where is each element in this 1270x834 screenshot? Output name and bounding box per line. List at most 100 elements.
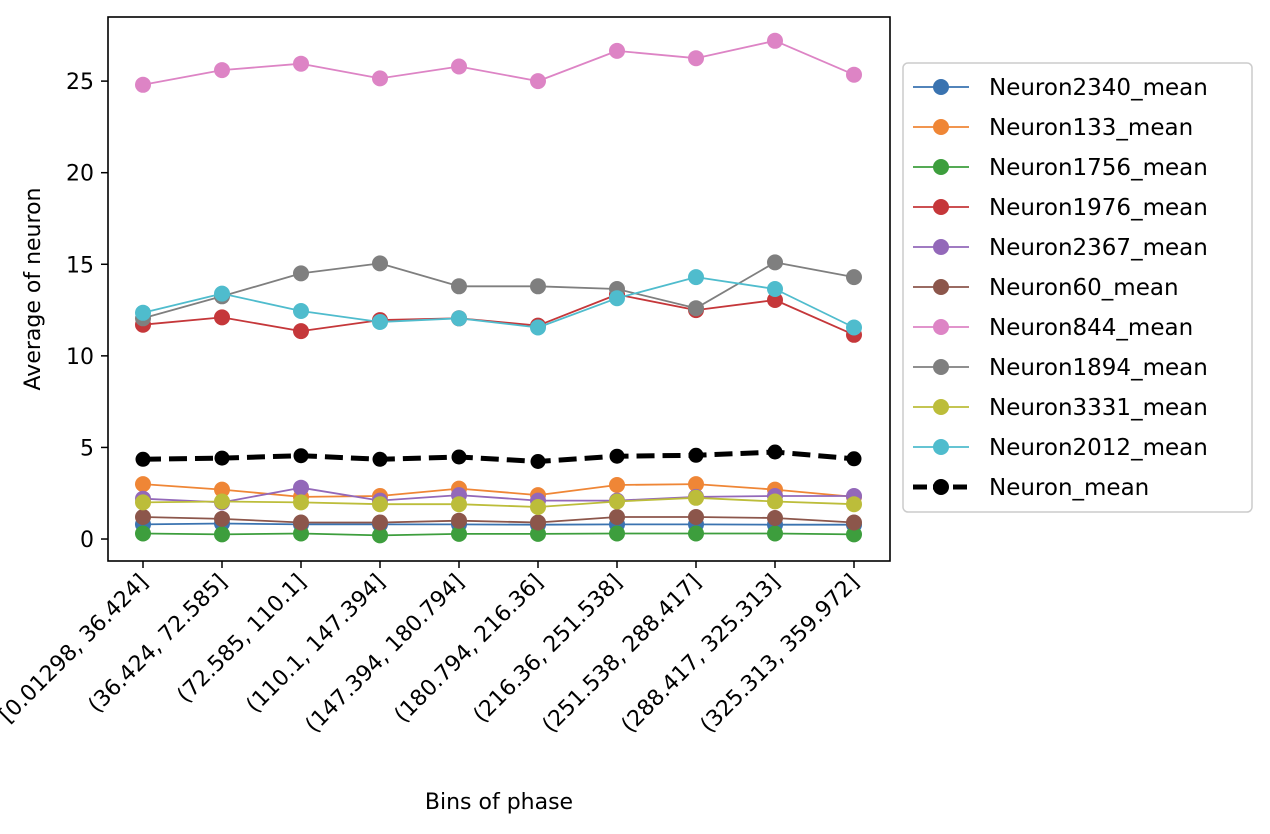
- legend-frame: [902, 62, 1253, 513]
- data-point: [214, 493, 230, 510]
- data-point: [846, 319, 862, 336]
- data-point: [767, 525, 783, 542]
- legend-label: Neuron2340_mean: [989, 75, 1208, 101]
- legend-marker: [933, 119, 949, 135]
- data-point: [767, 444, 783, 460]
- data-point: [609, 493, 625, 510]
- legend-item: Neuron2012_mean: [913, 435, 1208, 461]
- data-point: [688, 525, 704, 542]
- data-point: [688, 269, 704, 286]
- legend-marker: [933, 279, 949, 295]
- data-point: [214, 526, 230, 543]
- data-point: [135, 451, 151, 467]
- data-point: [451, 449, 467, 465]
- data-point: [609, 42, 625, 59]
- data-point: [451, 58, 467, 75]
- x-tick-label: (251.538, 288.417]: [538, 570, 706, 738]
- series-line: [142, 483, 855, 498]
- legend-label: Neuron3331_mean: [989, 395, 1208, 421]
- legend-item: Neuron133_mean: [913, 115, 1193, 141]
- legend-marker: [933, 399, 949, 415]
- x-tick-label: (180.794, 216.36]: [390, 570, 548, 728]
- legend-marker: [933, 359, 949, 375]
- y-tick-label: 20: [66, 162, 94, 187]
- x-tick-label: (288.417, 325.313]: [617, 570, 785, 738]
- data-point: [135, 494, 151, 511]
- plot-area-frame: [107, 16, 891, 562]
- data-point: [135, 304, 151, 321]
- series-line: [142, 532, 855, 537]
- series-Neuron844_mean: [135, 32, 862, 93]
- data-point: [135, 76, 151, 93]
- legend-marker: [933, 79, 949, 95]
- legend-item: Neuron1894_mean: [913, 355, 1208, 381]
- legend-item: Neuron844_mean: [913, 315, 1193, 341]
- legend-marker: [933, 439, 949, 455]
- data-point: [609, 290, 625, 307]
- data-point: [688, 489, 704, 506]
- data-point: [688, 476, 704, 493]
- data-point: [293, 303, 309, 319]
- series-Neuron_mean: [135, 444, 862, 469]
- legend-label: Neuron1756_mean: [989, 155, 1208, 181]
- data-point: [372, 314, 388, 330]
- data-point: [530, 514, 546, 531]
- legend-item: Neuron1756_mean: [913, 155, 1208, 181]
- legend-marker: [933, 479, 949, 495]
- data-point: [846, 451, 862, 467]
- series-Neuron1894_mean: [135, 254, 862, 327]
- data-point: [372, 514, 388, 531]
- series-line: [142, 522, 854, 526]
- legend-marker: [933, 199, 949, 215]
- series-Neuron60_mean: [135, 509, 862, 531]
- data-point: [214, 285, 230, 302]
- data-point: [688, 447, 704, 463]
- data-point: [451, 310, 467, 327]
- legend-label: Neuron1976_mean: [989, 195, 1208, 221]
- legend-item: Neuron3331_mean: [913, 395, 1208, 421]
- series-line: [142, 486, 854, 504]
- series-line: [142, 293, 855, 336]
- data-point: [293, 55, 309, 72]
- y-tick-label: 15: [66, 253, 94, 278]
- x-tick-label: [0.01298, 36.424]: [0, 570, 153, 728]
- x-tick-label: (325.313, 359.972]: [696, 570, 864, 738]
- data-point: [214, 450, 230, 466]
- y-tick-label: 10: [66, 345, 94, 370]
- x-tick-label: (216.36, 251.538]: [469, 570, 627, 728]
- series-Neuron1976_mean: [135, 286, 862, 343]
- legend-item: Neuron2340_mean: [913, 75, 1208, 101]
- legend-item: Neuron1976_mean: [913, 195, 1208, 221]
- data-point: [293, 323, 309, 340]
- data-point: [451, 512, 467, 529]
- legend-label: Neuron844_mean: [989, 315, 1193, 341]
- data-point: [451, 496, 467, 513]
- series-line: [142, 261, 855, 320]
- data-point: [451, 278, 467, 295]
- data-point: [688, 300, 704, 317]
- data-point: [530, 319, 546, 336]
- data-point: [214, 510, 230, 527]
- data-point: [293, 479, 309, 496]
- legend-label: Neuron_mean: [989, 475, 1149, 501]
- data-point: [767, 32, 783, 49]
- data-point: [767, 281, 783, 297]
- x-tick-label: (147.394, 180.794]: [301, 570, 469, 738]
- series-line: [142, 496, 855, 508]
- data-point: [846, 66, 862, 83]
- data-point: [214, 481, 230, 498]
- legend-marker: [933, 159, 949, 175]
- data-point: [609, 477, 625, 493]
- x-tick-label: (110.1, 147.394]: [242, 570, 391, 719]
- data-point: [293, 448, 309, 464]
- y-tick-label: 25: [66, 70, 94, 95]
- legend-item: Neuron_mean: [913, 475, 1149, 501]
- x-axis: [0.01298, 36.424](36.424, 72.585](72.585…: [0, 561, 864, 738]
- data-point: [530, 499, 546, 515]
- data-point: [767, 292, 783, 308]
- data-point: [293, 525, 309, 542]
- x-axis-label: Bins of phase: [425, 790, 573, 815]
- y-tick-label: 0: [80, 528, 94, 553]
- data-point: [767, 493, 783, 510]
- data-point: [688, 509, 704, 525]
